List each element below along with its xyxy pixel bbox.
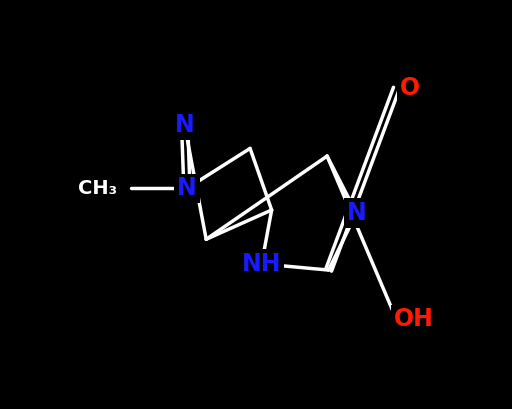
- Text: NH: NH: [242, 252, 282, 276]
- Text: O: O: [400, 76, 420, 100]
- Text: OH: OH: [393, 307, 433, 331]
- Text: N: N: [175, 113, 195, 137]
- Text: N: N: [177, 176, 197, 200]
- Text: N: N: [347, 201, 366, 225]
- Text: CH₃: CH₃: [78, 179, 117, 198]
